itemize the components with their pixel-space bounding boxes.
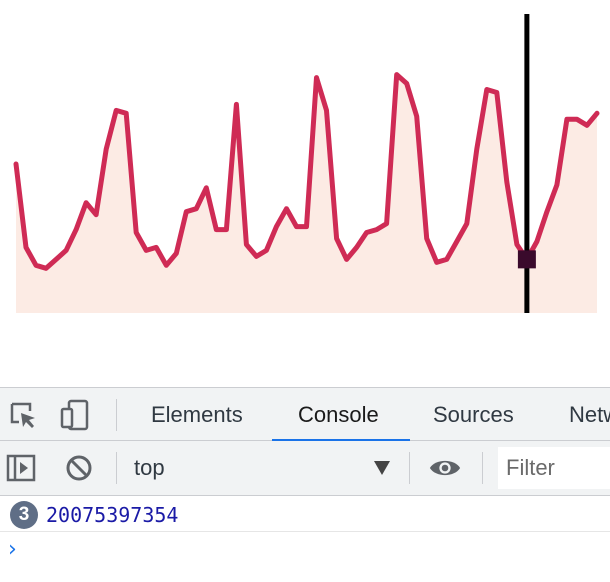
devtools-panel: Elements Console Sources Netw top [0,387,610,582]
repeat-count-badge: 3 [10,501,38,529]
area-chart [13,14,600,313]
live-expression-icon[interactable] [428,451,462,485]
tab-console[interactable]: Console [298,402,379,427]
active-tab-indicator [272,439,410,442]
toolbar-divider [116,452,117,484]
tab-network[interactable]: Netw [569,402,610,427]
series-line [13,72,600,271]
tab-sources[interactable]: Sources [433,402,514,427]
filter-input[interactable] [498,447,610,489]
device-toolbar-icon[interactable] [58,398,92,432]
toolbar-divider [482,452,483,484]
show-sidebar-icon[interactable] [4,451,38,485]
inspect-element-icon[interactable] [6,398,40,432]
tab-elements[interactable]: Elements [151,402,243,427]
console-log-row: 3 20075397354 [0,496,610,532]
toolbar-divider [116,399,117,431]
devtools-tabbar: Elements Console Sources Netw [0,387,610,442]
dropdown-arrow-icon[interactable] [374,461,390,475]
console-toolbar: top [0,441,610,496]
console-log-value[interactable]: 20075397354 [46,503,179,527]
console-prompt[interactable]: › [0,533,610,573]
clear-console-icon[interactable] [62,451,96,485]
chart-area [13,14,600,313]
hover-point-marker [517,250,536,269]
context-selector[interactable]: top [134,455,165,480]
toolbar-divider [409,452,410,484]
prompt-chevron-icon: › [8,537,17,562]
